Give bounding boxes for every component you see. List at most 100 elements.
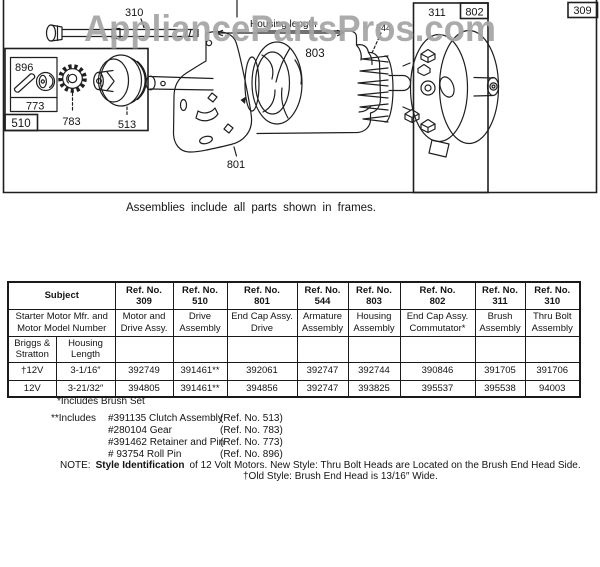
part-number-cell: 391461** [172, 361, 228, 381]
note-bold-text: Style Identification [95, 460, 185, 471]
label-513: 513 [118, 119, 136, 131]
diagram-outer-frame [2, 0, 598, 194]
ref-no-label: Ref. No. [482, 284, 518, 296]
label-783: 783 [62, 116, 80, 128]
part-number-cell: 392747 [296, 361, 349, 381]
part-number-cell: 393825 [347, 379, 401, 398]
ref-no-value: 544 [314, 295, 331, 307]
label-896: 896 [15, 62, 33, 74]
ref-no-label: Ref. No. [419, 284, 456, 296]
label-310: 310 [125, 7, 143, 19]
note-includes-part: #280104 Gear [108, 425, 172, 436]
part-number-cell: 94003 [524, 379, 581, 398]
col-header-ref-311: Ref. No. 311 [474, 281, 526, 310]
col-header-ref-802: Ref. No. 802 [399, 281, 476, 310]
ref-no-value: 510 [192, 295, 208, 307]
ref-no-value: 803 [366, 295, 382, 307]
note-includes-ref: (Ref. No. 896) [220, 449, 283, 460]
col-header-subject: Subject [7, 281, 116, 310]
part-number-cell: 392744 [347, 361, 401, 381]
assembly-name-cell: End Cap Assy. Drive [226, 308, 298, 337]
col-header-ref-310: Ref. No. 310 [524, 281, 581, 310]
ref-no-label: Ref. No. [244, 284, 280, 296]
label-803: 803 [305, 48, 324, 60]
clutch-drawing [93, 54, 147, 117]
ref-no-value: 309 [136, 295, 152, 307]
part-number-cell: 395537 [399, 379, 476, 398]
assembly-name-cell: Brush Assembly [474, 308, 526, 337]
mfr-cell: Briggs & Stratton [7, 335, 57, 363]
note-old-style: †Old Style: Brush End Head is 13/16″ Wid… [243, 471, 438, 482]
part-number-cell: 390846 [399, 361, 476, 381]
part-number-cell: 394805 [114, 379, 174, 398]
end-cap-drive-drawing [145, 31, 253, 157]
table-row: †12V 3-1/16″ 392749 391461** 392061 3927… [7, 361, 581, 381]
empty-cell [296, 335, 349, 363]
model-cell: †12V [7, 361, 57, 381]
note-rest-text: of 12 Volt Motors. New Style: Thru Bolt … [189, 460, 581, 471]
part-number-cell: 394856 [226, 379, 298, 398]
subject-subheader: Starter Motor Mfr. and Motor Model Numbe… [7, 308, 116, 337]
part-number-cell: 392747 [296, 379, 349, 398]
ref-no-value: 310 [544, 295, 561, 307]
armature-drawing [357, 32, 412, 123]
label-773: 773 [26, 101, 44, 113]
note-includes-ref: (Ref. No. 783) [220, 425, 283, 436]
col-header-ref-801: Ref. No. 801 [226, 281, 298, 310]
label-801: 801 [227, 159, 245, 171]
assembly-name-cell: Armature Assembly [296, 308, 349, 337]
note-includes-part: # 93754 Roll Pin [108, 449, 182, 460]
table-row: 12V 3-21/32″ 394805 391461** 394856 3927… [7, 379, 581, 398]
note-brush-set: *Includes Brush Set [57, 396, 145, 407]
empty-cell [114, 335, 174, 363]
diagram-caption: Assemblies include all parts shown in fr… [125, 202, 377, 214]
empty-cell [524, 335, 581, 363]
housing-length-header-cell: Housing Length [55, 335, 116, 363]
part-number-cell: 391706 [524, 361, 581, 381]
model-cell: 12V [7, 379, 57, 398]
assembly-name-cell: Motor and Drive Assy. [114, 308, 174, 337]
label-802: 802 [465, 7, 483, 19]
note-style-identification: NOTE: Style Identification of 12 Volt Moto… [60, 460, 581, 471]
empty-cell [474, 335, 526, 363]
empty-cell [399, 335, 476, 363]
col-header-ref-803: Ref. No. 803 [347, 281, 401, 310]
ref-no-label: Ref. No. [356, 284, 392, 296]
label-544: 544 [376, 23, 391, 33]
roll-pin-retainer-drawing [13, 71, 56, 93]
part-number-cell: 392061 [226, 361, 298, 381]
parts-table: Subject Ref. No. 309 Ref. No. 510 Ref. No.… [7, 281, 581, 398]
part-number-cell: 391705 [474, 361, 526, 381]
gear-drawing [58, 64, 87, 113]
housing-length-cell: 3-1/16″ [55, 361, 116, 381]
assembly-name-cell: End Cap Assy. Commutator* [399, 308, 476, 337]
ref-no-label: Ref. No. [126, 284, 162, 296]
watermark-text: AppliancePartsPros.com [84, 8, 496, 49]
note-includes-part: #391462 Retainer and Pin [108, 437, 225, 448]
empty-cell [347, 335, 401, 363]
label-510: 510 [11, 118, 30, 130]
ref-no-value: 802 [429, 295, 446, 307]
note-includes-part: #391135 Clutch Assembly [108, 413, 223, 424]
part-number-cell: 395538 [474, 379, 526, 398]
col-header-ref-544: Ref. No. 544 [296, 281, 349, 310]
brush-end-cap-frame [412, 2, 489, 194]
ref-no-value: 311 [492, 295, 508, 307]
housing-length-cell: 3-21/32″ [55, 379, 116, 398]
ref-no-label: Ref. No. [182, 284, 218, 296]
label-311: 311 [428, 7, 446, 19]
note-label: NOTE: [60, 460, 91, 471]
corner-ref-box [567, 1, 599, 19]
note-includes-ref: (Ref. No. 773) [220, 437, 283, 448]
note-includes-ref: (Ref. No. 513) [220, 413, 283, 424]
assembly-name-cell: Drive Assembly [172, 308, 228, 337]
part-number-cell: 392749 [114, 361, 174, 381]
ref-no-label: Ref. No. [304, 284, 341, 296]
note-includes-prefix: **Includes [51, 413, 97, 424]
bell-end-cap-drawing [438, 29, 500, 145]
ref-no-value: 801 [254, 295, 270, 307]
ref-no-label: Ref. No. [534, 284, 571, 296]
motor-drive-assembly-drawing [244, 41, 303, 125]
label-309: 309 [573, 5, 591, 17]
